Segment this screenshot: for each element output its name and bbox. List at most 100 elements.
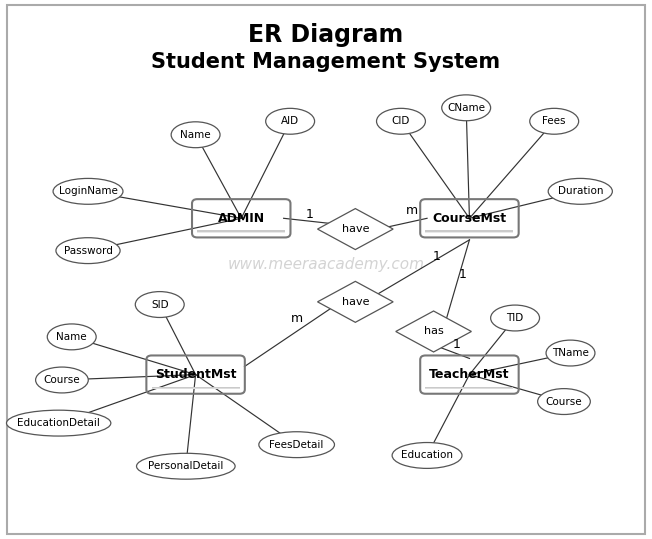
Text: TeacherMst: TeacherMst — [429, 368, 510, 381]
Text: Name: Name — [57, 332, 87, 342]
Text: Course: Course — [546, 397, 582, 406]
Bar — [197, 231, 286, 233]
Ellipse shape — [491, 305, 540, 331]
Text: Duration: Duration — [557, 186, 603, 196]
Bar — [197, 231, 286, 233]
Bar — [426, 387, 514, 389]
Ellipse shape — [7, 410, 111, 436]
Text: AID: AID — [281, 116, 299, 126]
Bar — [151, 387, 240, 389]
Text: Course: Course — [44, 375, 80, 385]
Bar — [151, 387, 240, 389]
Bar — [151, 388, 240, 389]
Polygon shape — [396, 311, 471, 352]
Ellipse shape — [529, 108, 579, 134]
Bar — [151, 387, 240, 389]
Bar — [426, 388, 514, 389]
Bar — [426, 231, 514, 233]
Bar — [426, 231, 514, 232]
Bar — [426, 231, 514, 232]
Ellipse shape — [56, 238, 120, 264]
Ellipse shape — [546, 340, 595, 366]
Text: CName: CName — [447, 103, 485, 113]
Ellipse shape — [171, 122, 220, 148]
Bar — [151, 387, 240, 389]
Text: TName: TName — [552, 348, 589, 358]
Text: CID: CID — [392, 116, 410, 126]
Bar — [426, 231, 514, 232]
Bar — [151, 388, 240, 389]
Bar — [426, 386, 514, 388]
Ellipse shape — [538, 389, 590, 414]
Text: CourseMst: CourseMst — [432, 212, 507, 225]
Bar — [426, 388, 514, 389]
Ellipse shape — [47, 324, 96, 350]
Bar — [197, 231, 286, 232]
Ellipse shape — [392, 443, 462, 468]
Bar — [197, 231, 286, 233]
Bar — [426, 387, 514, 388]
Bar — [426, 231, 514, 233]
Text: Fees: Fees — [542, 116, 566, 126]
Bar — [197, 231, 286, 232]
Text: have: have — [342, 297, 369, 307]
Bar — [151, 386, 240, 388]
Bar — [426, 388, 514, 389]
Text: ER Diagram: ER Diagram — [248, 23, 404, 47]
Text: SID: SID — [151, 300, 169, 309]
Text: LoginName: LoginName — [59, 186, 117, 196]
Bar — [151, 388, 240, 389]
Bar — [426, 387, 514, 389]
Text: 1: 1 — [452, 338, 460, 351]
Text: Name: Name — [181, 130, 211, 140]
Text: Password: Password — [64, 246, 112, 255]
Text: 1: 1 — [459, 268, 467, 281]
Bar — [197, 231, 286, 232]
Bar — [197, 230, 286, 232]
Text: Education: Education — [401, 451, 453, 460]
Bar — [426, 386, 514, 388]
Bar — [426, 386, 514, 388]
Bar — [426, 232, 514, 233]
Text: m: m — [406, 204, 418, 217]
Bar — [151, 387, 240, 388]
Bar — [197, 232, 286, 233]
Ellipse shape — [53, 178, 123, 204]
Ellipse shape — [377, 108, 426, 134]
Bar — [426, 387, 514, 389]
Bar — [151, 388, 240, 389]
Bar — [426, 231, 514, 232]
Bar — [197, 231, 286, 232]
Bar — [426, 388, 514, 389]
Ellipse shape — [136, 292, 185, 317]
Ellipse shape — [442, 95, 491, 121]
Text: has: has — [424, 327, 443, 336]
Bar — [426, 230, 514, 232]
Ellipse shape — [36, 367, 88, 393]
Bar — [151, 388, 240, 389]
Bar — [426, 388, 514, 389]
Bar — [426, 388, 514, 389]
Bar — [197, 231, 286, 232]
Text: 1: 1 — [306, 208, 314, 221]
Text: FeesDetail: FeesDetail — [269, 440, 324, 450]
Bar — [426, 388, 514, 389]
Bar — [197, 231, 286, 232]
Text: StudentMst: StudentMst — [155, 368, 236, 381]
Bar — [426, 231, 514, 233]
Bar — [197, 231, 286, 233]
Text: ADMIN: ADMIN — [218, 212, 265, 225]
Text: TID: TID — [507, 313, 524, 323]
Bar — [197, 231, 286, 233]
Bar — [426, 230, 514, 232]
Bar — [197, 231, 286, 232]
Text: 1: 1 — [433, 250, 441, 262]
Bar — [426, 231, 514, 233]
Bar — [426, 231, 514, 232]
Text: m: m — [291, 312, 303, 324]
Bar — [151, 388, 240, 389]
Bar — [197, 231, 286, 232]
Bar — [151, 387, 240, 388]
Bar — [197, 230, 286, 232]
Bar — [426, 232, 514, 233]
